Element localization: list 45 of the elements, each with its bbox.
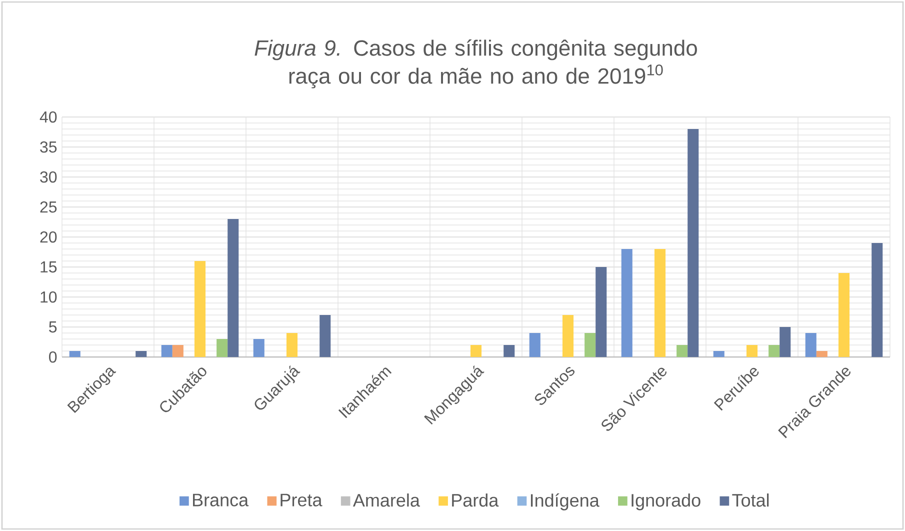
bar <box>584 333 596 357</box>
y-tick-label: 25 <box>40 201 57 213</box>
legend-label: Total <box>732 493 769 507</box>
legend-label: Amarela <box>352 493 420 507</box>
y-tick-label: 5 <box>49 321 57 333</box>
bar <box>286 333 298 357</box>
bar <box>529 333 540 357</box>
bar <box>676 345 688 357</box>
bar <box>713 351 724 357</box>
bar <box>872 243 883 357</box>
y-tick-label: 15 <box>40 261 57 273</box>
y-tick-label: 20 <box>40 231 57 243</box>
bar <box>838 273 850 357</box>
bar <box>172 345 184 357</box>
legend-label: Ignorado <box>632 493 700 510</box>
y-tick-label: 40 <box>40 111 57 123</box>
bar <box>136 351 147 357</box>
chart-title: Figura 9. Casos de sífilis congênita segundo raça ou cor da mãe no ano de 2019$^{10}$ <box>254 39 697 88</box>
bar <box>768 345 780 357</box>
y-tick-label: 0 <box>49 351 57 363</box>
y-tick-label: 35 <box>40 141 57 153</box>
legend-label: Indígena <box>530 493 600 510</box>
bar <box>161 345 172 357</box>
legend-label: Branca <box>193 494 249 506</box>
bar <box>228 219 239 357</box>
bar <box>216 339 228 357</box>
y-tick-label: 30 <box>40 171 57 183</box>
bar <box>253 339 264 357</box>
bar <box>194 260 206 357</box>
bar <box>621 249 632 357</box>
bar <box>69 351 80 357</box>
bar <box>320 315 331 357</box>
bar <box>746 345 758 357</box>
legend-label: Parda <box>452 493 499 507</box>
bar <box>470 345 482 357</box>
legend-label: Preta <box>280 494 322 506</box>
bar <box>688 129 699 357</box>
bar <box>504 345 515 357</box>
bar <box>562 315 574 357</box>
bar <box>816 351 828 357</box>
y-tick-label: 10 <box>40 291 57 303</box>
bar <box>780 327 791 357</box>
bar <box>596 267 607 357</box>
bar <box>805 333 816 357</box>
bar <box>654 249 666 357</box>
